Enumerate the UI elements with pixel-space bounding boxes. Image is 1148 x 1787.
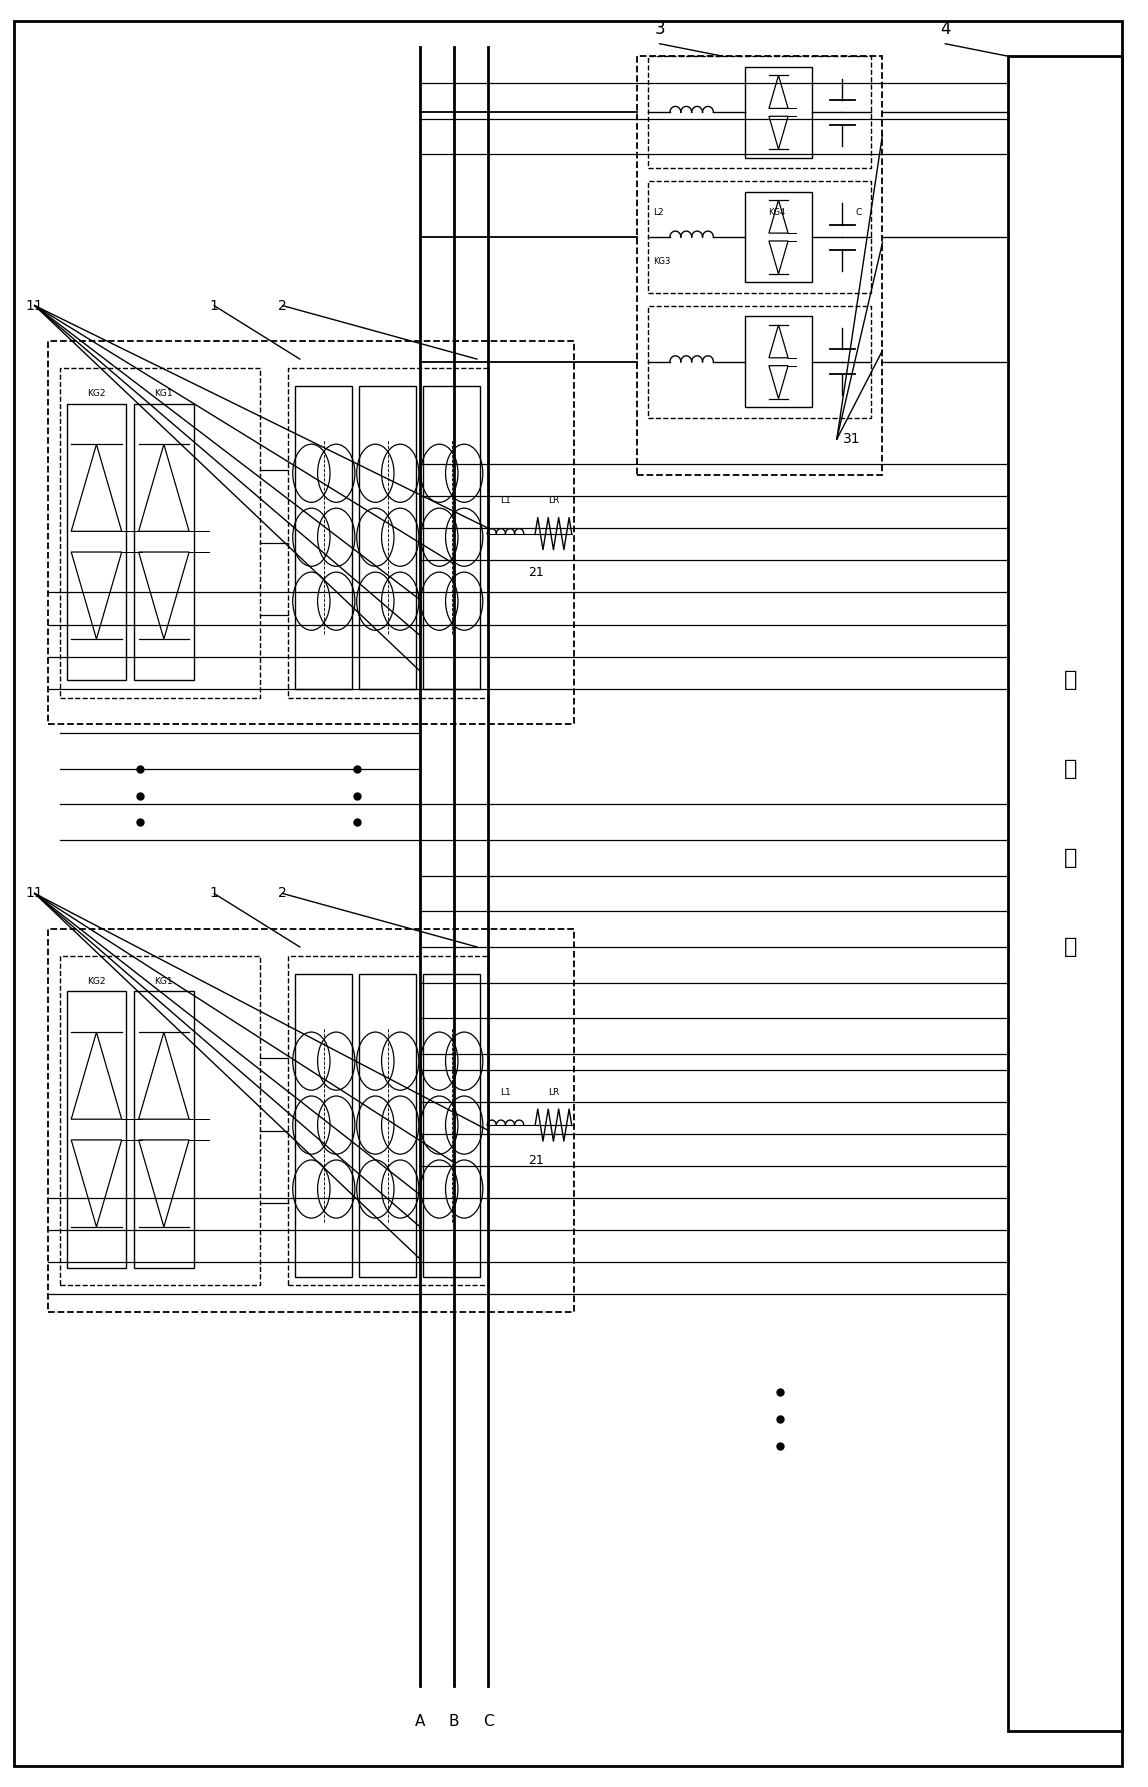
Text: C: C (855, 207, 861, 216)
Text: 11: 11 (26, 886, 44, 901)
Bar (649, 180, 871, 293)
Bar (637, 55, 883, 475)
Text: 2: 2 (278, 886, 287, 901)
Bar (359, 386, 417, 688)
Text: KG3: KG3 (653, 257, 670, 266)
Text: L1: L1 (501, 1088, 511, 1097)
Text: L1: L1 (501, 497, 511, 506)
Text: B: B (449, 1714, 459, 1730)
Text: A: A (414, 1714, 425, 1730)
Bar (359, 974, 417, 1276)
Bar (295, 386, 352, 688)
Text: 31: 31 (843, 432, 860, 447)
Bar (424, 974, 480, 1276)
Text: L2: L2 (653, 207, 664, 216)
Bar (67, 404, 126, 679)
Bar (60, 368, 259, 697)
Bar (288, 956, 488, 1285)
Bar (424, 386, 480, 688)
Bar (134, 992, 194, 1267)
Text: 模: 模 (1064, 847, 1078, 868)
Bar (60, 956, 259, 1285)
Bar (288, 368, 488, 697)
Bar (295, 974, 352, 1276)
Text: 3: 3 (654, 20, 665, 39)
Text: 1: 1 (210, 298, 218, 313)
Bar (649, 306, 871, 418)
Text: KG1: KG1 (155, 977, 173, 986)
Text: KG4: KG4 (768, 207, 785, 216)
Text: 21: 21 (528, 1154, 544, 1167)
Text: 2: 2 (278, 298, 287, 313)
Text: 21: 21 (528, 566, 544, 579)
Text: 4: 4 (940, 20, 951, 39)
Text: 1: 1 (210, 886, 218, 901)
Text: LR: LR (548, 1088, 559, 1097)
Text: KG1: KG1 (155, 390, 173, 399)
Bar (134, 404, 194, 679)
Text: C: C (483, 1714, 494, 1730)
Bar (745, 66, 812, 157)
Bar (67, 992, 126, 1267)
Bar (745, 316, 812, 407)
Bar (48, 929, 574, 1312)
Bar (48, 341, 574, 724)
Bar (745, 191, 812, 282)
Bar (649, 55, 871, 168)
Text: KG2: KG2 (87, 390, 106, 399)
Text: KG2: KG2 (87, 977, 106, 986)
Bar (1008, 55, 1123, 1732)
Text: 控: 控 (1064, 670, 1078, 690)
Text: 制: 制 (1064, 759, 1078, 779)
Text: 块: 块 (1064, 936, 1078, 958)
Text: 11: 11 (26, 298, 44, 313)
Text: LR: LR (548, 497, 559, 506)
